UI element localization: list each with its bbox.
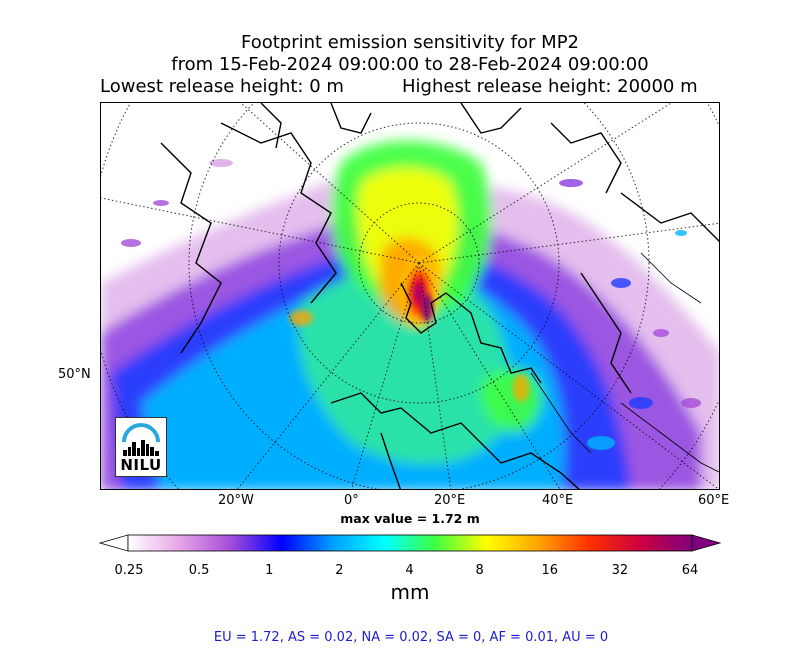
colorbar-tick-label: 4 <box>405 563 414 578</box>
colorbar-tick-label: 1 <box>265 563 274 578</box>
colorbar-tick-label: 32 <box>611 563 629 578</box>
colorbar <box>98 534 722 552</box>
colorbar-tick-label: 8 <box>475 563 484 578</box>
colorbar-tick-label: 64 <box>681 563 699 578</box>
region-summary: EU = 1.72, AS = 0.02, NA = 0.02, SA = 0,… <box>213 630 609 645</box>
colorbar-tick-label: 16 <box>541 563 559 578</box>
map-panel: NILU <box>100 102 720 490</box>
lat-label-50n: 50°N <box>58 367 91 382</box>
colorbar-min-extension <box>98 534 129 552</box>
lon-label-60e: 60°E <box>698 493 730 508</box>
graticule <box>101 103 719 489</box>
borders <box>530 252 719 473</box>
nilu-logo-text: NILU <box>120 456 162 474</box>
colorbar-max-extension <box>691 534 722 552</box>
scattered-blobs <box>121 159 701 450</box>
highest-release-height: Highest release height: 20000 m <box>402 76 698 97</box>
map-title: Footprint emission sensitivity for MP2 <box>240 32 579 53</box>
colorbar-unit: mm <box>390 580 430 604</box>
lon-label-0: 0° <box>344 493 359 508</box>
lon-label-40e: 40°E <box>542 493 574 508</box>
max-value-label: max value = 1.72 m <box>340 511 480 526</box>
lowest-release-height: Lowest release height: 0 m <box>100 76 344 97</box>
colorbar-tick-label: 2 <box>335 563 344 578</box>
coastlines <box>160 103 719 489</box>
map-date-range: from 15-Feb-2024 09:00:00 to 28-Feb-2024… <box>171 54 649 75</box>
nilu-logo-graphic <box>122 423 160 456</box>
nilu-logo: NILU <box>115 417 167 477</box>
footprint-map <box>101 103 719 489</box>
lon-label-20w: 20°W <box>218 493 254 508</box>
colorbar-tick-label: 0.25 <box>114 563 144 578</box>
lon-label-20e: 20°E <box>434 493 466 508</box>
colorbar-tick-label: 0.5 <box>188 563 210 578</box>
colorbar-body <box>127 534 693 552</box>
